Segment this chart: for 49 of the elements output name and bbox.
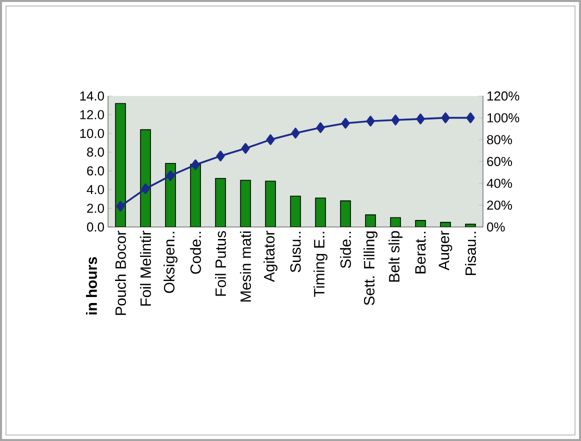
- y-tick-label: 6.0: [87, 166, 104, 176]
- x-tick-label: Pouch Bocor: [115, 230, 126, 315]
- x-tick-label: Auger: [438, 230, 452, 270]
- y-tick-label: 14.0: [80, 91, 104, 101]
- y-tick-label: 8.0: [87, 148, 104, 157]
- x-tick-label: Berat..: [415, 232, 426, 274]
- x-tick-label: Susu..: [290, 232, 301, 272]
- y2-tick-label: 60%: [487, 156, 512, 166]
- x-tick-label: Timing E..: [314, 232, 328, 297]
- x-tick-label: Side..: [340, 232, 351, 268]
- y2-tick-label: 120%: [488, 91, 520, 101]
- y-tick-label: 4.0: [86, 184, 104, 194]
- x-tick-label: Agitator: [264, 230, 278, 282]
- point: [141, 183, 150, 194]
- y-tick-label: 0.0: [86, 222, 104, 232]
- point: [216, 150, 225, 162]
- point: [291, 128, 300, 138]
- point: [166, 170, 175, 182]
- bar: [165, 162, 176, 227]
- y2-tick-label: 40%: [486, 178, 512, 188]
- y-tick-label: 12.0: [80, 110, 104, 120]
- point: [116, 200, 125, 212]
- point: [391, 114, 400, 126]
- x-tick-label: Code..: [190, 232, 201, 274]
- bar: [115, 103, 126, 227]
- y2-tick-label: 80%: [487, 135, 512, 144]
- point: [416, 114, 425, 124]
- x-tick-label: Oksigen..: [164, 232, 178, 293]
- y2-tick-label: 0%: [487, 222, 505, 232]
- x-tick-label: Belt slip: [388, 231, 402, 282]
- y2-tick-label: 100%: [488, 113, 520, 122]
- point: [466, 112, 475, 124]
- x-tick-label: Foil Putus: [215, 231, 226, 296]
- point: [266, 134, 275, 146]
- x-tick-label: Foil Melintir: [140, 230, 151, 306]
- point: [316, 122, 325, 134]
- point: [191, 159, 200, 170]
- point: [441, 112, 450, 124]
- x-tick-label: Sett. Filling: [364, 231, 378, 306]
- y-tick-label: 10.0: [80, 128, 104, 138]
- point: [366, 116, 375, 126]
- x-tick-label: Mesin mati: [240, 232, 251, 302]
- bar: [140, 129, 151, 227]
- y2-tick-label: 20%: [487, 200, 512, 210]
- y-axis-title: in hours: [86, 257, 97, 314]
- x-tick-label: Pisau..: [465, 232, 476, 275]
- point: [341, 118, 350, 129]
- y-tick-label: 2.0: [87, 204, 104, 213]
- point: [241, 143, 250, 154]
